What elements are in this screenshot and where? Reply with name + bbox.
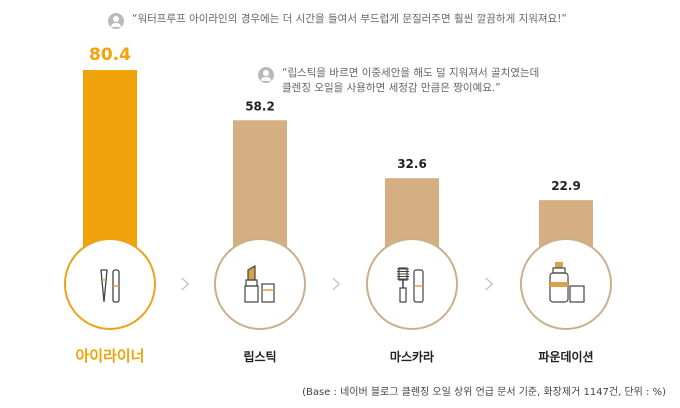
chevron-right-icon bbox=[332, 277, 341, 291]
value-label: 22.9 bbox=[551, 179, 581, 193]
foundation-icon bbox=[549, 262, 585, 303]
lipstick-icon bbox=[244, 264, 275, 303]
category-circle bbox=[214, 238, 306, 330]
category-label: 파운데이션 bbox=[538, 349, 593, 364]
eyeliner-icon bbox=[100, 269, 120, 303]
category-circle bbox=[64, 238, 156, 330]
category-label: 립스틱 bbox=[243, 349, 276, 364]
value-label: 32.6 bbox=[397, 157, 427, 171]
category-label: 아이라이너 bbox=[75, 347, 144, 365]
quote-eyeliner: “워터프루프 아이라인의 경우에는 더 시간을 들여서 부드럽게 문질러주면 훨… bbox=[108, 12, 567, 29]
source-note: (Base : 네이버 블로그 클렌징 오일 상위 언급 문서 기준, 화장제거… bbox=[302, 387, 666, 398]
chevron-right-icon bbox=[485, 277, 494, 291]
quote-text: “립스틱을 바르면 이중세안을 해도 덜 지워져서 골치였는데 클렌징 오일을 … bbox=[282, 67, 540, 94]
category-circle bbox=[366, 238, 458, 330]
user-icon bbox=[258, 67, 274, 83]
quote-lipstick: “립스틱을 바르면 이중세안을 해도 덜 지워져서 골치였는데 클렌징 오일을 … bbox=[258, 66, 539, 96]
value-label: 58.2 bbox=[245, 99, 275, 113]
quote-text: “워터프루프 아이라인의 경우에는 더 시간을 들여서 부드럽게 문질러주면 훨… bbox=[132, 13, 567, 25]
category-label: 마스카라 bbox=[390, 349, 434, 364]
bar bbox=[83, 70, 137, 262]
mascara-icon bbox=[397, 267, 424, 303]
chevron-right-icon bbox=[181, 277, 190, 291]
user-icon bbox=[108, 13, 124, 29]
value-label: 80.4 bbox=[89, 45, 131, 65]
